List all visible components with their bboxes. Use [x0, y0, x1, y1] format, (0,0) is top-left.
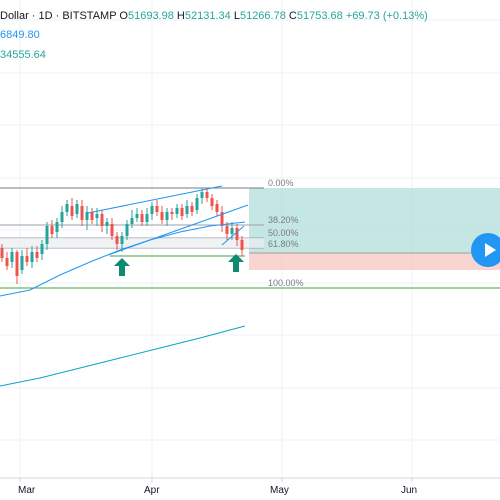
- fib-label-50: 50.00%: [268, 228, 299, 238]
- ma-blue-line: [0, 221, 246, 297]
- candle-body-21: [105, 222, 109, 226]
- candle-body-47: [235, 228, 239, 240]
- open-value: 51693.98: [127, 10, 174, 22]
- fib-label-100: 100.00%: [268, 278, 304, 288]
- candle-body-25: [125, 224, 129, 236]
- go-to-realtime-button[interactable]: [471, 233, 500, 267]
- ma-indicator-1[interactable]: 6849.80: [0, 29, 40, 41]
- candle-body-41: [205, 192, 209, 198]
- fib-label-382: 38.20%: [268, 215, 299, 225]
- loss-zone: [249, 253, 500, 270]
- candle-body-38: [190, 206, 194, 212]
- low-label: L: [233, 10, 240, 22]
- time-axis-apr: Apr: [144, 485, 160, 496]
- drawings: [0, 185, 249, 387]
- candle-body-6: [30, 252, 34, 262]
- candle-body-12: [60, 212, 64, 222]
- candle-body-3: [15, 252, 19, 276]
- candle-body-15: [75, 204, 79, 214]
- candle-body-39: [195, 198, 199, 210]
- candle-body-16: [80, 206, 84, 220]
- play-icon: [484, 243, 496, 257]
- candle-body-1: [5, 258, 9, 266]
- symbol-legend[interactable]: Dollar · 1D · BITSTAMP O51693.98 H52131.…: [0, 10, 428, 22]
- candle-body-10: [50, 226, 54, 234]
- candle-body-46: [230, 228, 234, 234]
- candle-body-0: [0, 248, 4, 258]
- candle-body-20: [100, 214, 104, 226]
- candle-body-18: [90, 212, 94, 220]
- candle-body-37: [185, 206, 189, 214]
- candle-body-32: [160, 212, 164, 220]
- arrows: [114, 254, 244, 276]
- candle-body-23: [115, 236, 119, 244]
- time-axis-mar: Mar: [18, 485, 36, 496]
- low-value: 51266.78: [239, 10, 286, 22]
- candle-body-44: [220, 212, 224, 226]
- fib-retracement: [0, 187, 500, 289]
- candle-body-5: [25, 256, 29, 262]
- candle-body-22: [110, 224, 114, 236]
- candle-body-27: [135, 214, 139, 218]
- candle-body-17: [85, 212, 89, 220]
- candlesticks: [0, 188, 244, 284]
- candle-body-19: [95, 214, 99, 218]
- close-value: 51753.68: [296, 10, 343, 22]
- time-axis-jun: Jun: [401, 485, 418, 496]
- time-axis-may: May: [270, 485, 289, 496]
- profit-zone: [249, 188, 500, 253]
- channel-upper: [87, 185, 223, 214]
- ma-teal-line: [0, 325, 246, 387]
- candle-body-14: [70, 206, 74, 216]
- candle-body-8: [40, 244, 44, 254]
- candle-body-2: [10, 252, 14, 262]
- candle-body-7: [35, 252, 39, 258]
- arrow-up-icon: [114, 258, 130, 276]
- candle-body-45: [225, 226, 229, 234]
- candle-body-48: [240, 240, 244, 250]
- candle-body-31: [155, 206, 159, 212]
- high-value: 52131.34: [184, 10, 231, 22]
- candle-body-35: [175, 208, 179, 214]
- candle-body-36: [180, 208, 184, 216]
- change-value: +69.73 (+0.13%): [345, 10, 428, 22]
- candle-body-34: [170, 212, 174, 214]
- candle-body-40: [200, 192, 204, 198]
- flag-line: [221, 225, 245, 246]
- position-zones: [249, 188, 500, 270]
- high-label: H: [176, 10, 185, 22]
- fib-label-618: 61.80%: [268, 239, 299, 249]
- arrow-up-icon: [228, 254, 244, 272]
- fib-label-0: 0.00%: [268, 178, 294, 188]
- candle-body-4: [20, 256, 24, 270]
- candle-body-28: [140, 214, 144, 222]
- symbol-name[interactable]: Dollar · 1D · BITSTAMP: [0, 10, 117, 22]
- candle-body-9: [45, 226, 49, 244]
- candle-body-30: [150, 206, 154, 214]
- open-label: O: [119, 10, 128, 22]
- candle-body-24: [120, 236, 124, 244]
- candle-body-26: [130, 218, 134, 224]
- ma-indicator-2[interactable]: 34555.64: [0, 49, 46, 61]
- candle-body-11: [55, 222, 59, 232]
- candle-body-29: [145, 214, 149, 222]
- candle-body-43: [215, 204, 219, 212]
- candle-body-42: [210, 198, 214, 206]
- candle-body-13: [65, 204, 69, 212]
- close-label: C: [288, 10, 297, 22]
- fib-band: [0, 238, 264, 248]
- candle-body-33: [165, 212, 169, 220]
